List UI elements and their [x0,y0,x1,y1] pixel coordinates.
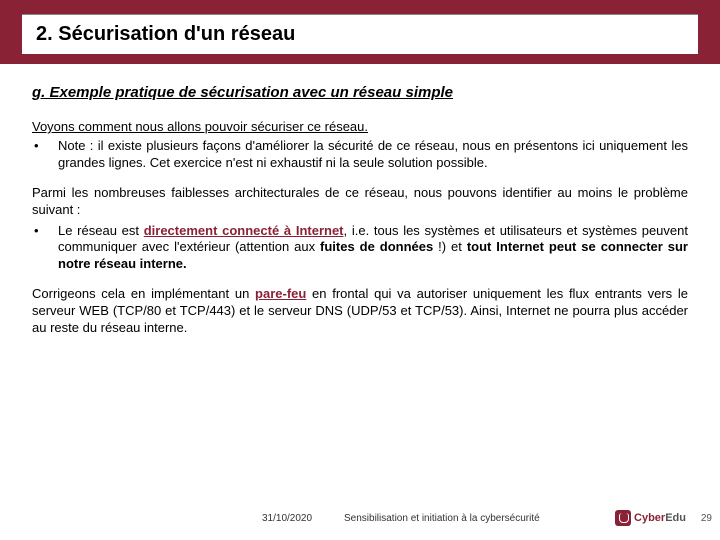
logo-part1: Cyber [634,512,665,524]
s2-bold1: fuites de données [320,239,433,254]
section2-text: Le réseau est directement connecté à Int… [58,223,688,273]
s3-emph: pare-feu [255,286,306,301]
page-number: 29 [701,513,712,524]
header-band: 2. Sécurisation d'un réseau [0,0,720,64]
slide-content: g. Exemple pratique de sécurisation avec… [0,64,720,336]
title-box: 2. Sécurisation d'un réseau [22,14,698,54]
section1-intro: Voyons comment nous allons pouvoir sécur… [32,119,688,134]
slide-footer: 31/10/2020 Sensibilisation et initiation… [0,506,720,530]
section2-intro: Parmi les nombreuses faiblesses architec… [32,185,688,218]
s2-pre: Le réseau est [58,223,144,238]
shield-icon [615,510,631,526]
s3-pre: Corrigeons cela en implémentant un [32,286,255,301]
footer-logo: CyberEdu [615,510,686,526]
bullet-marker: • [32,223,58,273]
section3-text: Corrigeons cela en implémentant un pare-… [32,286,688,336]
slide-title: 2. Sécurisation d'un réseau [36,23,684,46]
logo-part2: Edu [665,512,686,524]
footer-caption: Sensibilisation et initiation à la cyber… [344,513,540,524]
s2-mid2: !) et [433,239,467,254]
slide-subtitle: g. Exemple pratique de sécurisation avec… [32,84,688,101]
footer-date: 31/10/2020 [262,513,312,524]
section2-bullet: • Le réseau est directement connecté à I… [32,223,688,273]
logo-text: CyberEdu [634,512,686,524]
bullet-marker: • [32,138,58,171]
section1-bullet: • Note : il existe plusieurs façons d'am… [32,138,688,171]
section1-note: Note : il existe plusieurs façons d'amél… [58,138,688,171]
s2-emph1: directement connecté à Internet [144,223,344,238]
